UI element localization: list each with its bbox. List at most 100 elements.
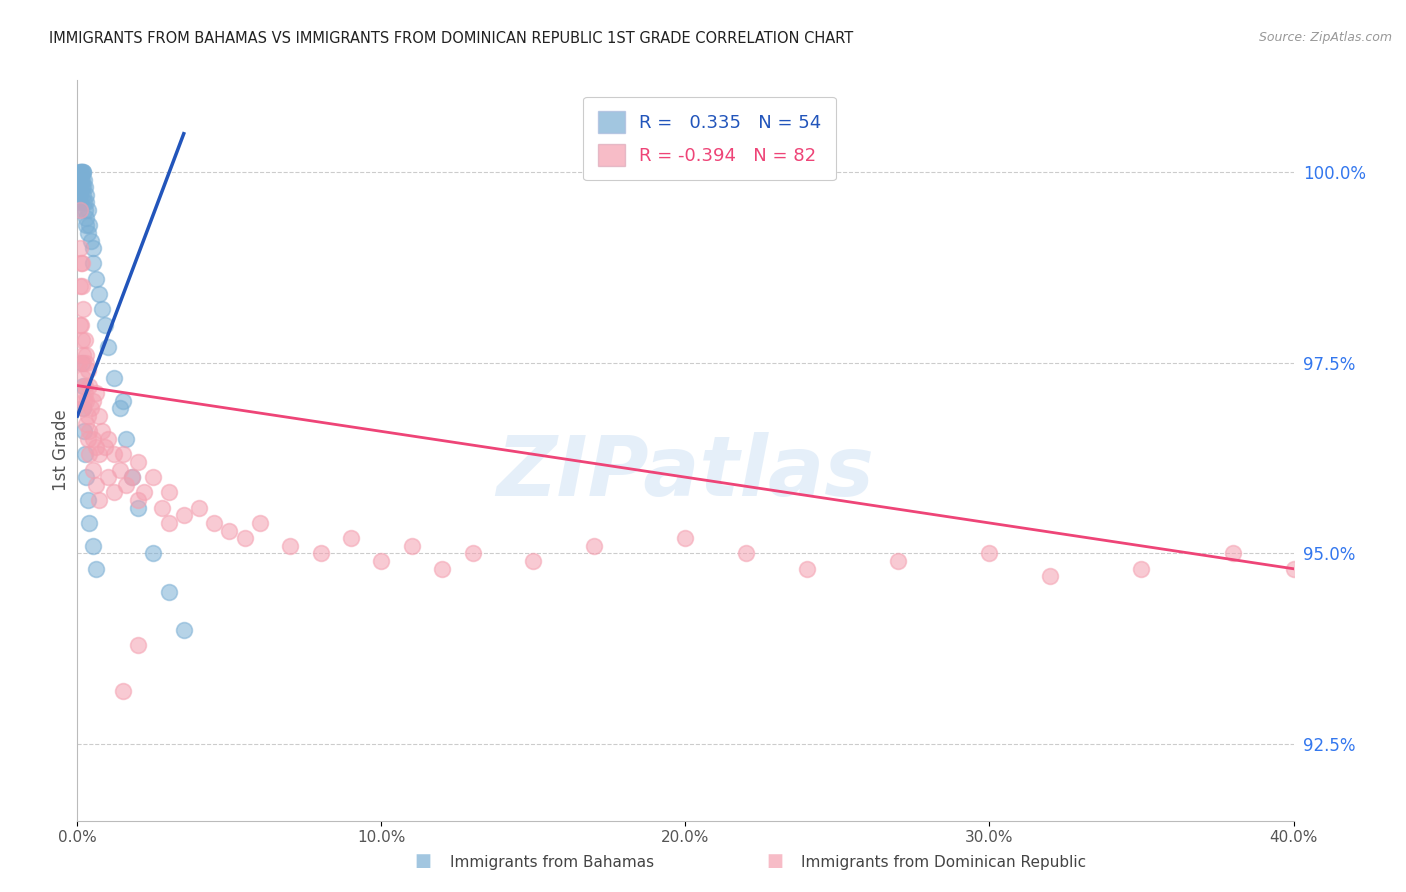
Point — [79, 219, 101, 233]
Point — [72, 165, 94, 179]
Point — [72, 356, 94, 370]
Point — [73, 447, 96, 461]
Point — [70, 165, 93, 179]
Point — [401, 539, 423, 553]
Point — [340, 531, 363, 545]
Point — [69, 318, 91, 332]
Point — [75, 470, 97, 484]
Point — [87, 447, 110, 461]
Y-axis label: 1st Grade: 1st Grade — [52, 409, 70, 491]
Point — [111, 393, 134, 408]
Point — [80, 401, 103, 416]
Point — [103, 371, 125, 385]
Point — [69, 202, 91, 217]
Text: IMMIGRANTS FROM BAHAMAS VS IMMIGRANTS FROM DOMINICAN REPUBLIC 1ST GRADE CORRELAT: IMMIGRANTS FROM BAHAMAS VS IMMIGRANTS FR… — [49, 31, 853, 46]
Point — [309, 547, 332, 561]
Point — [72, 180, 94, 194]
Text: Source: ZipAtlas.com: Source: ZipAtlas.com — [1258, 31, 1392, 45]
Point — [583, 539, 606, 553]
Point — [173, 623, 195, 637]
Point — [84, 271, 107, 285]
Point — [70, 256, 93, 270]
Point — [70, 318, 93, 332]
Point — [75, 348, 97, 362]
Point — [127, 455, 149, 469]
Point — [73, 378, 96, 392]
Point — [72, 165, 94, 179]
Point — [108, 462, 131, 476]
Point — [73, 333, 96, 347]
Point — [111, 447, 134, 461]
Point — [97, 432, 120, 446]
Point — [73, 202, 96, 217]
Point — [93, 440, 115, 454]
Point — [69, 195, 91, 210]
Point — [90, 425, 112, 439]
Point — [121, 470, 143, 484]
Point — [796, 562, 818, 576]
Point — [157, 516, 180, 530]
Text: Immigrants from Dominican Republic: Immigrants from Dominican Republic — [801, 855, 1087, 870]
Point — [72, 401, 94, 416]
Point — [115, 432, 138, 446]
Point — [111, 684, 134, 698]
Point — [82, 462, 104, 476]
Point — [75, 187, 97, 202]
Point — [70, 256, 93, 270]
Point — [75, 195, 97, 210]
Point — [249, 516, 271, 530]
Point — [73, 386, 96, 401]
Point — [67, 202, 90, 217]
Point — [979, 547, 1001, 561]
Point — [69, 187, 91, 202]
Point — [90, 302, 112, 317]
Point — [75, 417, 97, 431]
Point — [69, 180, 91, 194]
Text: ■: ■ — [415, 852, 432, 870]
Point — [188, 500, 211, 515]
Point — [127, 638, 149, 652]
Point — [1222, 547, 1244, 561]
Point — [67, 356, 90, 370]
Point — [735, 547, 758, 561]
Point — [157, 485, 180, 500]
Point — [77, 226, 100, 240]
Point — [121, 470, 143, 484]
Point — [278, 539, 301, 553]
Point — [82, 256, 104, 270]
Legend: R =   0.335   N = 54, R = -0.394   N = 82: R = 0.335 N = 54, R = -0.394 N = 82 — [583, 96, 837, 180]
Point — [430, 562, 453, 576]
Point — [173, 508, 195, 523]
Point — [79, 447, 101, 461]
Point — [72, 401, 94, 416]
Point — [675, 531, 697, 545]
Point — [115, 478, 138, 492]
Point — [70, 333, 93, 347]
Point — [103, 447, 125, 461]
Point — [70, 180, 93, 194]
Point — [84, 440, 107, 454]
Point — [84, 478, 107, 492]
Point — [77, 202, 100, 217]
Point — [152, 500, 174, 515]
Point — [134, 485, 156, 500]
Point — [218, 524, 240, 538]
Point — [127, 500, 149, 515]
Point — [70, 356, 93, 370]
Point — [84, 386, 107, 401]
Point — [67, 180, 90, 194]
Point — [77, 432, 100, 446]
Point — [1282, 562, 1305, 576]
Point — [233, 531, 256, 545]
Point — [69, 241, 91, 255]
Point — [79, 378, 101, 392]
Point — [97, 470, 120, 484]
Point — [84, 562, 107, 576]
Point — [70, 172, 93, 186]
Point — [522, 554, 544, 568]
Point — [93, 318, 115, 332]
Point — [82, 393, 104, 408]
Point — [72, 378, 94, 392]
Point — [87, 493, 110, 508]
Point — [103, 485, 125, 500]
